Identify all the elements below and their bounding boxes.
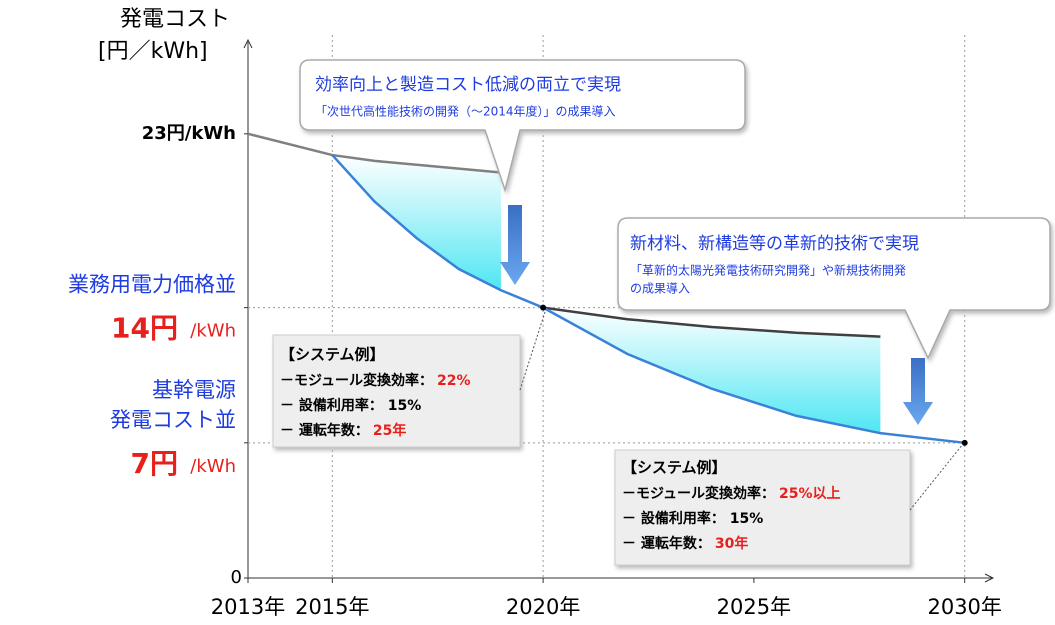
box-row: － 運転年数： 25年 xyxy=(280,422,406,439)
x-tick-label: 2020年 xyxy=(506,595,580,619)
row-label: － 運転年数： xyxy=(280,422,369,439)
down-arrow xyxy=(903,358,933,425)
callout-box xyxy=(299,59,746,193)
box-row: －モジュール変換効率： 25%以上 xyxy=(622,485,841,502)
row-label: － 設備利用率： 15% xyxy=(622,510,763,527)
system-box xyxy=(614,449,911,566)
row-value: 30年 xyxy=(715,535,748,552)
row-label: －モジュール変換効率： xyxy=(622,485,775,502)
y-tick-unit: /kWh xyxy=(190,456,236,477)
row-label: －モジュール変換効率： xyxy=(280,372,433,389)
y-tick-label: 7円 xyxy=(131,447,178,480)
y-axis-title: 発電コスト xyxy=(120,7,230,32)
box-row: － 設備利用率： 15% xyxy=(622,510,763,527)
leader-line xyxy=(519,311,546,391)
x-tick-label: 2030年 xyxy=(927,595,1001,619)
row-label: － 運転年数： xyxy=(622,535,711,552)
line xyxy=(247,132,502,174)
leader-line xyxy=(909,443,964,511)
gap-area xyxy=(332,155,501,291)
callout-text: の成果導入 xyxy=(630,282,690,296)
callout-title: 効率向上と製造コスト低減の両立で実現 xyxy=(315,75,621,95)
y-axis-arrow xyxy=(243,38,253,49)
y-tick-caption: 業務用電力価格並 xyxy=(68,273,236,297)
point xyxy=(540,304,547,311)
row-value: 25%以上 xyxy=(779,486,841,502)
callout-box xyxy=(617,217,1051,360)
row-value: 22% xyxy=(437,373,471,389)
x-tick-label: 2025年 xyxy=(717,595,791,619)
box-row: －モジュール変換効率： 22% xyxy=(280,372,471,389)
box-row: － 設備利用率： 15% xyxy=(280,397,421,414)
y-axis-unit: [円／kWh] xyxy=(98,39,208,64)
row-value: 25年 xyxy=(373,422,406,439)
y-tick-unit: /kWh xyxy=(190,321,236,342)
system-box xyxy=(272,334,521,448)
y-tick-label: 14円 xyxy=(111,312,178,345)
row-label: － 設備利用率： 15% xyxy=(280,397,421,414)
line xyxy=(542,306,881,338)
point xyxy=(961,439,968,446)
box-title: 【システム例】 xyxy=(280,346,385,364)
callout-text: 「革新的太陽光発電技術研究開発」や新規技術開発 xyxy=(630,263,906,278)
y-tick-label: 23円/kWh xyxy=(142,123,236,144)
down-arrow xyxy=(500,205,530,285)
y-tick-caption: 基幹電源 xyxy=(152,378,236,402)
x-tick-label: 2015年 xyxy=(295,595,369,619)
callout-text: 「次世代高性能技術の開発（～2014年度）」の成果導入 xyxy=(315,104,616,119)
callout-title: 新材料、新構造等の革新的技術で実現 xyxy=(630,234,919,254)
box-title: 【システム例】 xyxy=(622,459,727,477)
x-tick-label: 2013年 xyxy=(211,595,285,619)
y-tick-caption: 発電コスト並 xyxy=(110,408,236,432)
box-row: － 運転年数： 30年 xyxy=(622,535,748,552)
y-tick-label: 0 xyxy=(231,567,242,588)
x-axis-arrow xyxy=(984,573,995,583)
gap-area xyxy=(543,307,881,434)
